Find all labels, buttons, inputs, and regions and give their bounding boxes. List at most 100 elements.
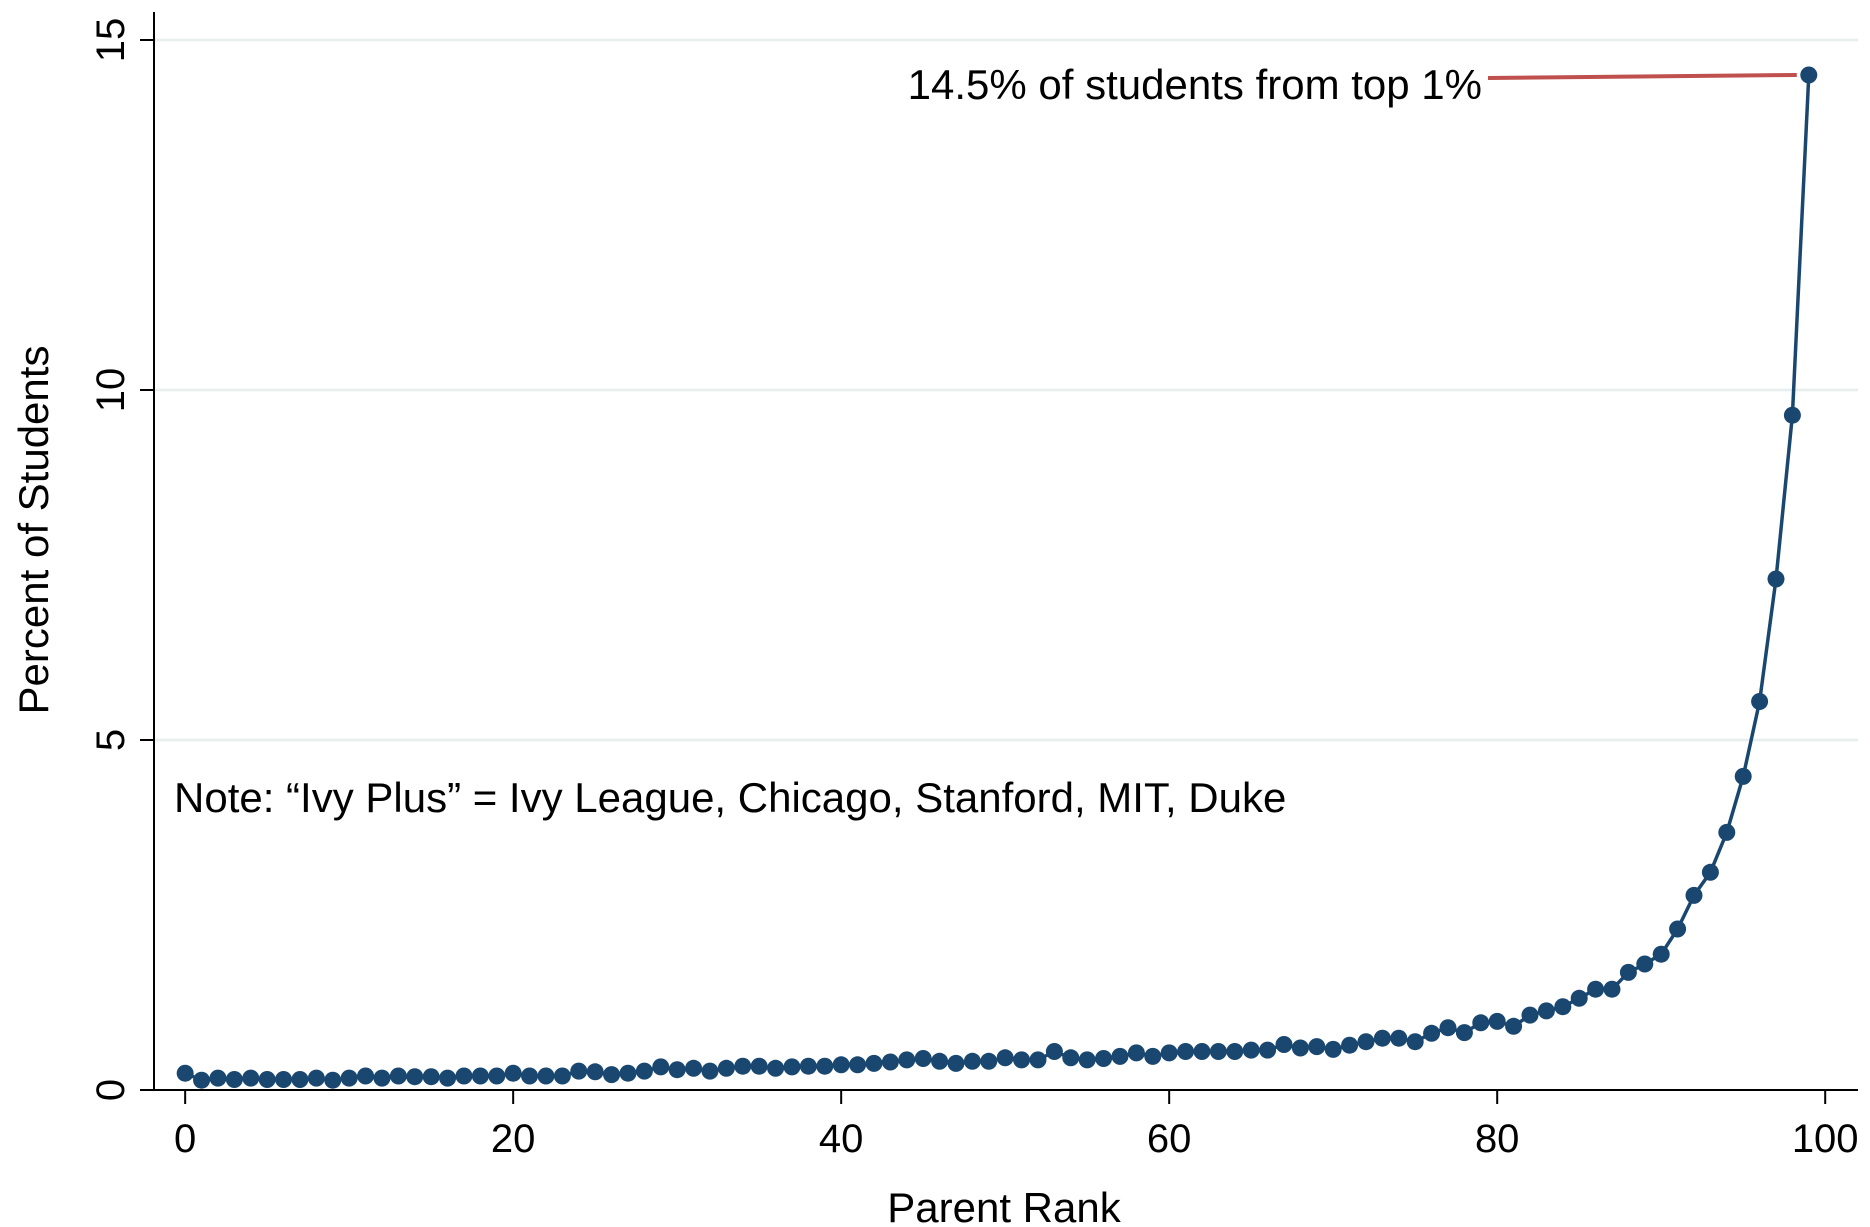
data-point	[307, 1069, 325, 1087]
data-point	[439, 1069, 457, 1087]
data-point	[1800, 66, 1818, 84]
annotation-line	[1487, 73, 1797, 80]
x-tick-label: 100	[1792, 1117, 1859, 1161]
data-point	[701, 1062, 719, 1080]
data-point	[1603, 980, 1621, 998]
note: Note: “Ivy Plus” = Ivy League, Chicago, …	[174, 774, 1286, 821]
data-point	[1029, 1051, 1047, 1069]
data-point	[1078, 1051, 1096, 1069]
data-point	[1652, 945, 1670, 963]
data-line	[184, 74, 1811, 1082]
data-point	[1160, 1044, 1178, 1062]
data-point	[1439, 1019, 1457, 1037]
data-point	[193, 1071, 211, 1089]
data-point	[373, 1069, 391, 1087]
x-tick-label: 20	[491, 1117, 536, 1161]
y-tick-label: 5	[89, 729, 133, 751]
data-point	[816, 1057, 834, 1075]
data-point	[1045, 1043, 1063, 1060]
data-point	[865, 1054, 883, 1072]
data-point	[455, 1067, 473, 1085]
data-point	[1127, 1044, 1145, 1062]
data-point	[1373, 1029, 1391, 1047]
data-point	[1701, 863, 1719, 881]
data-point	[1390, 1029, 1408, 1047]
data-point	[1013, 1051, 1031, 1069]
data-point	[324, 1071, 342, 1089]
data-point	[1554, 998, 1572, 1016]
data-point	[1062, 1049, 1080, 1067]
data-point	[176, 1064, 194, 1082]
data-point	[980, 1052, 998, 1070]
data-point	[963, 1052, 981, 1070]
data-point	[1636, 955, 1654, 973]
data-point	[1570, 989, 1588, 1007]
data-point	[767, 1059, 785, 1077]
data-point	[586, 1063, 604, 1081]
data-point	[389, 1067, 407, 1085]
data-point	[209, 1069, 227, 1087]
data-point	[1505, 1017, 1523, 1035]
data-point	[931, 1052, 949, 1070]
data-point	[1537, 1002, 1555, 1020]
data-point	[1308, 1038, 1326, 1056]
data-point	[1095, 1050, 1113, 1067]
data-point	[537, 1067, 555, 1085]
x-tick-label: 80	[1475, 1117, 1520, 1161]
data-point	[357, 1067, 375, 1085]
data-point	[225, 1071, 243, 1088]
x-axis-label: Parent Rank	[887, 1184, 1121, 1227]
data-point	[717, 1059, 735, 1077]
data-point	[471, 1067, 489, 1085]
data-point	[570, 1062, 588, 1080]
data-point	[1718, 823, 1736, 841]
data-point	[1341, 1036, 1359, 1054]
data-point	[668, 1061, 686, 1079]
data-point	[914, 1050, 932, 1067]
data-point	[849, 1056, 867, 1074]
data-point	[1111, 1047, 1129, 1065]
x-tick-label: 60	[1147, 1117, 1192, 1161]
data-point	[1275, 1036, 1293, 1053]
y-tick-label: 10	[89, 368, 133, 413]
data-point	[422, 1068, 440, 1086]
data-point	[619, 1064, 637, 1082]
data-point	[242, 1069, 260, 1087]
data-point	[1488, 1012, 1506, 1030]
data-point	[488, 1067, 506, 1085]
data-point	[504, 1064, 522, 1082]
data-point	[1406, 1033, 1424, 1051]
data-point	[1242, 1041, 1260, 1059]
data-point	[1259, 1041, 1277, 1059]
data-point	[1619, 963, 1637, 981]
data-point	[1734, 767, 1752, 785]
data-point	[291, 1071, 309, 1088]
data-point	[750, 1057, 768, 1075]
data-point	[603, 1066, 621, 1084]
data-point	[799, 1057, 817, 1075]
data-point	[1783, 406, 1801, 424]
data-point	[898, 1051, 916, 1069]
annotation: 14.5% of students from top 1%	[908, 61, 1482, 108]
data-point	[1767, 570, 1785, 588]
data-point	[947, 1054, 965, 1072]
data-point	[340, 1069, 358, 1087]
data-point	[1209, 1043, 1227, 1060]
data-point	[1226, 1043, 1244, 1060]
data-point	[783, 1058, 801, 1076]
data-point	[1472, 1014, 1490, 1032]
data-point	[1144, 1047, 1162, 1065]
data-point	[881, 1053, 899, 1071]
data-point	[1291, 1039, 1309, 1057]
data-point	[553, 1067, 571, 1085]
data-point	[1357, 1033, 1375, 1051]
data-point	[685, 1059, 703, 1077]
data-point	[652, 1058, 670, 1076]
data-point	[258, 1071, 276, 1088]
data-point	[1324, 1040, 1342, 1058]
data-point	[1455, 1024, 1473, 1042]
data-point	[1521, 1006, 1539, 1024]
data-point	[1685, 886, 1703, 904]
y-tick-label: 0	[89, 1079, 133, 1101]
